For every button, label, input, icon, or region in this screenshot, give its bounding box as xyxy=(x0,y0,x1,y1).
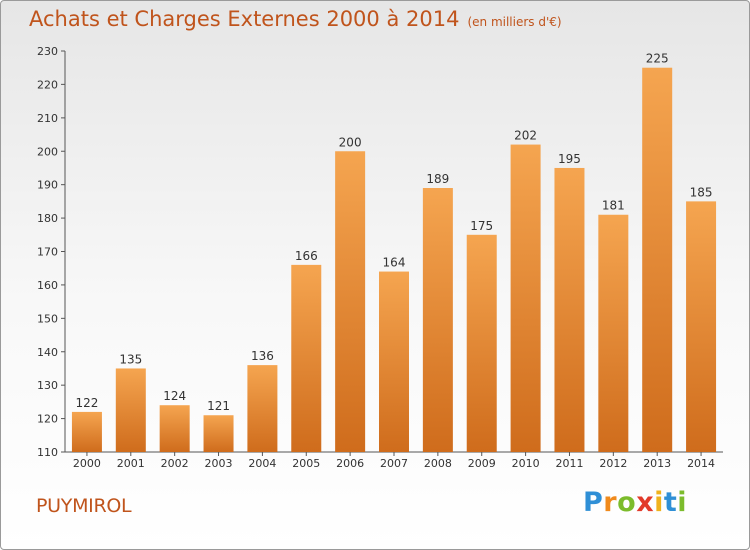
bar-2000 xyxy=(71,411,102,452)
x-tick-label: 2004 xyxy=(248,457,276,470)
y-tick-label: 220 xyxy=(37,78,58,91)
y-tick-label: 130 xyxy=(37,379,58,392)
x-tick-label: 2008 xyxy=(424,457,452,470)
y-tick-label: 170 xyxy=(37,246,58,259)
logo-letter: P xyxy=(583,487,604,518)
data-label: 202 xyxy=(514,129,537,143)
y-tick-label: 180 xyxy=(37,212,58,225)
proxiti-logo: Proxiti xyxy=(583,487,687,518)
x-tick-label: 2000 xyxy=(73,457,101,470)
x-tick-label: 2001 xyxy=(117,457,145,470)
y-tick-label: 110 xyxy=(37,446,58,459)
y-tick-label: 200 xyxy=(37,145,58,158)
data-label: 200 xyxy=(339,135,362,149)
data-label: 122 xyxy=(75,396,98,410)
logo-letter: i xyxy=(654,487,664,518)
data-label: 175 xyxy=(470,219,493,233)
x-tick-label: 2007 xyxy=(380,457,408,470)
logo-letter: o xyxy=(617,487,637,518)
bar-2013 xyxy=(642,67,673,452)
data-label: 181 xyxy=(602,199,625,213)
y-tick-label: 210 xyxy=(37,112,58,125)
x-tick-label: 2005 xyxy=(292,457,320,470)
x-tick-label: 2011 xyxy=(555,457,583,470)
logo-letter: x xyxy=(636,487,655,518)
data-label: 185 xyxy=(690,185,713,199)
bar-2011 xyxy=(554,167,585,453)
bar-2008 xyxy=(422,188,453,452)
x-tick-label: 2010 xyxy=(512,457,540,470)
logo-letter: i xyxy=(677,487,688,518)
bar-2012 xyxy=(598,214,629,452)
data-label: 225 xyxy=(646,52,669,66)
bar-2014 xyxy=(686,201,717,452)
chart-axes: 110 120 130 140 150 160 170 180 190 200 210 220 230 2… xyxy=(37,45,723,470)
y-tick-label: 140 xyxy=(37,346,58,359)
bar-2005 xyxy=(291,264,322,452)
bar-2007 xyxy=(379,271,409,452)
bar-2002 xyxy=(159,405,190,452)
logo-letter: t xyxy=(663,487,678,518)
bar-2009 xyxy=(466,234,497,452)
bar-2001 xyxy=(115,368,146,452)
y-tick-label: 230 xyxy=(37,45,58,58)
chart-bars xyxy=(71,67,717,453)
x-tick-label: 2013 xyxy=(643,457,671,470)
data-label: 195 xyxy=(558,152,581,166)
data-label: 124 xyxy=(163,389,186,403)
chart-title: Achats et Charges Externes 2000 à 2014 (e… xyxy=(29,7,562,31)
bar-2003 xyxy=(203,415,234,452)
y-tick-label: 190 xyxy=(37,179,58,192)
y-tick-label: 120 xyxy=(37,413,58,426)
x-tick-label: 2014 xyxy=(687,457,715,470)
logo-letter: r xyxy=(603,487,618,518)
x-tick-label: 2003 xyxy=(205,457,233,470)
y-tick-label: 150 xyxy=(37,312,58,325)
chart-title-text: Achats et Charges Externes 2000 à 2014 xyxy=(29,7,460,31)
chart-subtitle: (en milliers d'€) xyxy=(467,15,562,29)
x-tick-label: 2009 xyxy=(468,457,496,470)
chart-data-labels: 122 135 124 121 136 166 200 164 189 175 202 195 181 2… xyxy=(75,52,712,414)
commune-name: PUYMIROL xyxy=(36,495,132,517)
bar-2004 xyxy=(247,365,278,452)
data-label: 189 xyxy=(426,172,449,186)
data-label: 135 xyxy=(119,352,142,366)
data-label: 166 xyxy=(295,249,318,263)
bar-2006 xyxy=(335,151,366,452)
y-tick-label: 160 xyxy=(37,279,58,292)
x-tick-label: 2012 xyxy=(599,457,627,470)
data-label: 136 xyxy=(251,349,274,363)
data-label: 121 xyxy=(207,399,230,413)
data-label: 164 xyxy=(383,256,406,270)
bar-2010 xyxy=(510,144,541,453)
x-tick-label: 2006 xyxy=(336,457,364,470)
x-tick-label: 2002 xyxy=(161,457,189,470)
